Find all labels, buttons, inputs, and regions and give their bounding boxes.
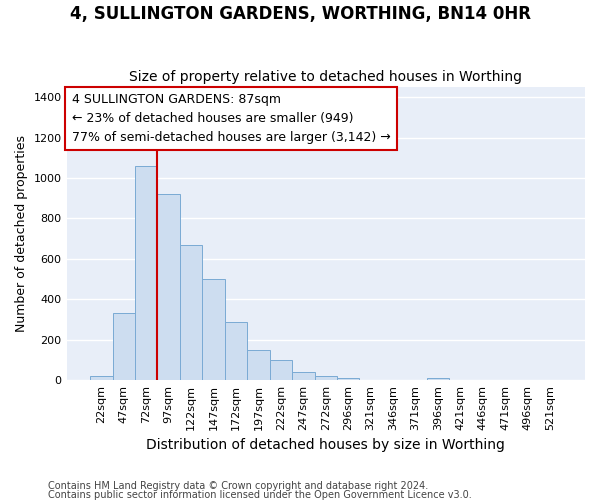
Bar (427, 378, 449, 380)
Bar (269, 360, 292, 380)
Text: 4, SULLINGTON GARDENS, WORTHING, BN14 0HR: 4, SULLINGTON GARDENS, WORTHING, BN14 0H… (70, 5, 530, 23)
Text: Contains HM Land Registry data © Crown copyright and database right 2024.: Contains HM Land Registry data © Crown c… (48, 481, 428, 491)
Bar (90, 376, 113, 380)
Text: Contains public sector information licensed under the Open Government Licence v3: Contains public sector information licen… (48, 490, 472, 500)
Bar (337, 378, 359, 380)
Title: Size of property relative to detached houses in Worthing: Size of property relative to detached ho… (129, 70, 522, 85)
Bar (202, 279, 225, 380)
Bar (157, 194, 180, 380)
Bar (113, 314, 135, 380)
Bar (135, 166, 157, 380)
Bar (247, 350, 269, 380)
Bar (225, 322, 247, 380)
X-axis label: Distribution of detached houses by size in Worthing: Distribution of detached houses by size … (146, 438, 505, 452)
Y-axis label: Number of detached properties: Number of detached properties (15, 135, 28, 332)
Bar (314, 376, 337, 380)
Bar (180, 244, 202, 380)
Text: 4 SULLINGTON GARDENS: 87sqm
← 23% of detached houses are smaller (949)
77% of se: 4 SULLINGTON GARDENS: 87sqm ← 23% of det… (72, 93, 391, 144)
Bar (292, 372, 314, 380)
